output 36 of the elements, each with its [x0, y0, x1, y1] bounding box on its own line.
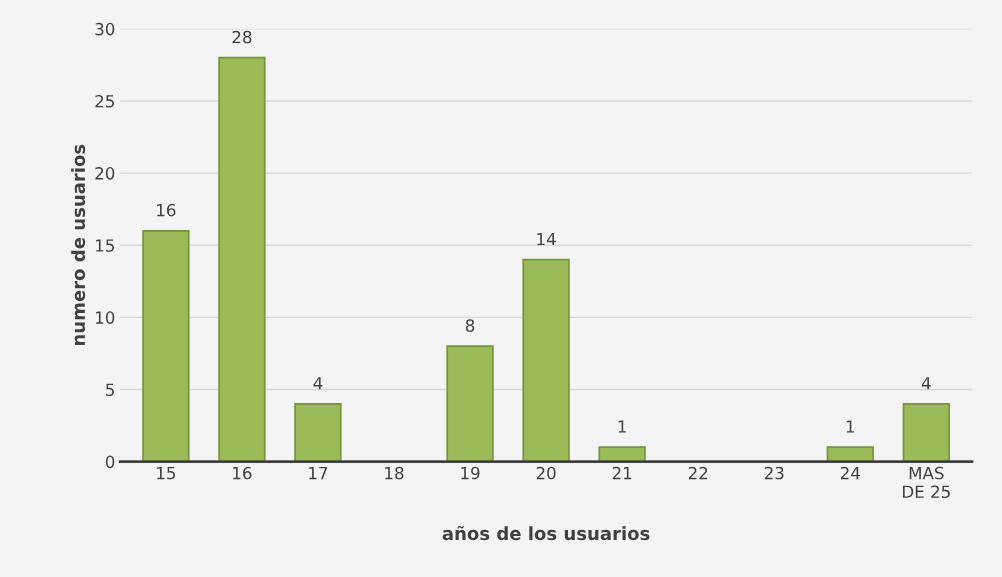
y-tick-label: 30 — [95, 22, 115, 36]
data-label: 8 — [465, 319, 475, 332]
x-axis-title: años de los usuarios — [442, 525, 650, 541]
data-label: 1 — [846, 420, 855, 433]
bar — [522, 258, 570, 462]
x-tick-label: 20 — [536, 466, 556, 480]
bar — [446, 345, 494, 462]
x-tick-label: 16 — [233, 466, 252, 480]
x-tick-label: 17 — [309, 466, 328, 480]
bar — [826, 446, 874, 462]
y-tick-label: 25 — [95, 94, 114, 108]
x-tick-label: 19 — [461, 466, 480, 480]
data-label: 4 — [921, 377, 931, 390]
y-axis-title: numero de usuarios — [71, 144, 86, 346]
y-tick-label: 5 — [106, 383, 114, 397]
y-tick-label: 15 — [96, 239, 114, 252]
data-label: 4 — [313, 377, 323, 390]
x-tick-label: 23 — [764, 466, 784, 480]
data-label: 16 — [157, 203, 176, 217]
x-tick-label: 22 — [688, 466, 708, 480]
y-tick-label: 10 — [96, 311, 115, 324]
bar — [902, 403, 950, 462]
x-tick-label: 18 — [385, 466, 404, 480]
y-tick-label: 20 — [95, 167, 115, 180]
x-tick-label: 21 — [612, 466, 632, 480]
x-tick-label: MAS DE 25 — [903, 466, 950, 499]
bar — [218, 56, 266, 462]
bar — [294, 403, 342, 462]
bar — [598, 446, 646, 462]
y-tick-label: 0 — [105, 455, 115, 469]
x-tick-label: 24 — [840, 466, 860, 480]
data-label: 14 — [537, 232, 556, 246]
bar — [142, 229, 190, 462]
x-tick-label: 15 — [157, 466, 176, 480]
data-label: 1 — [618, 420, 626, 433]
data-label: 28 — [232, 30, 252, 44]
